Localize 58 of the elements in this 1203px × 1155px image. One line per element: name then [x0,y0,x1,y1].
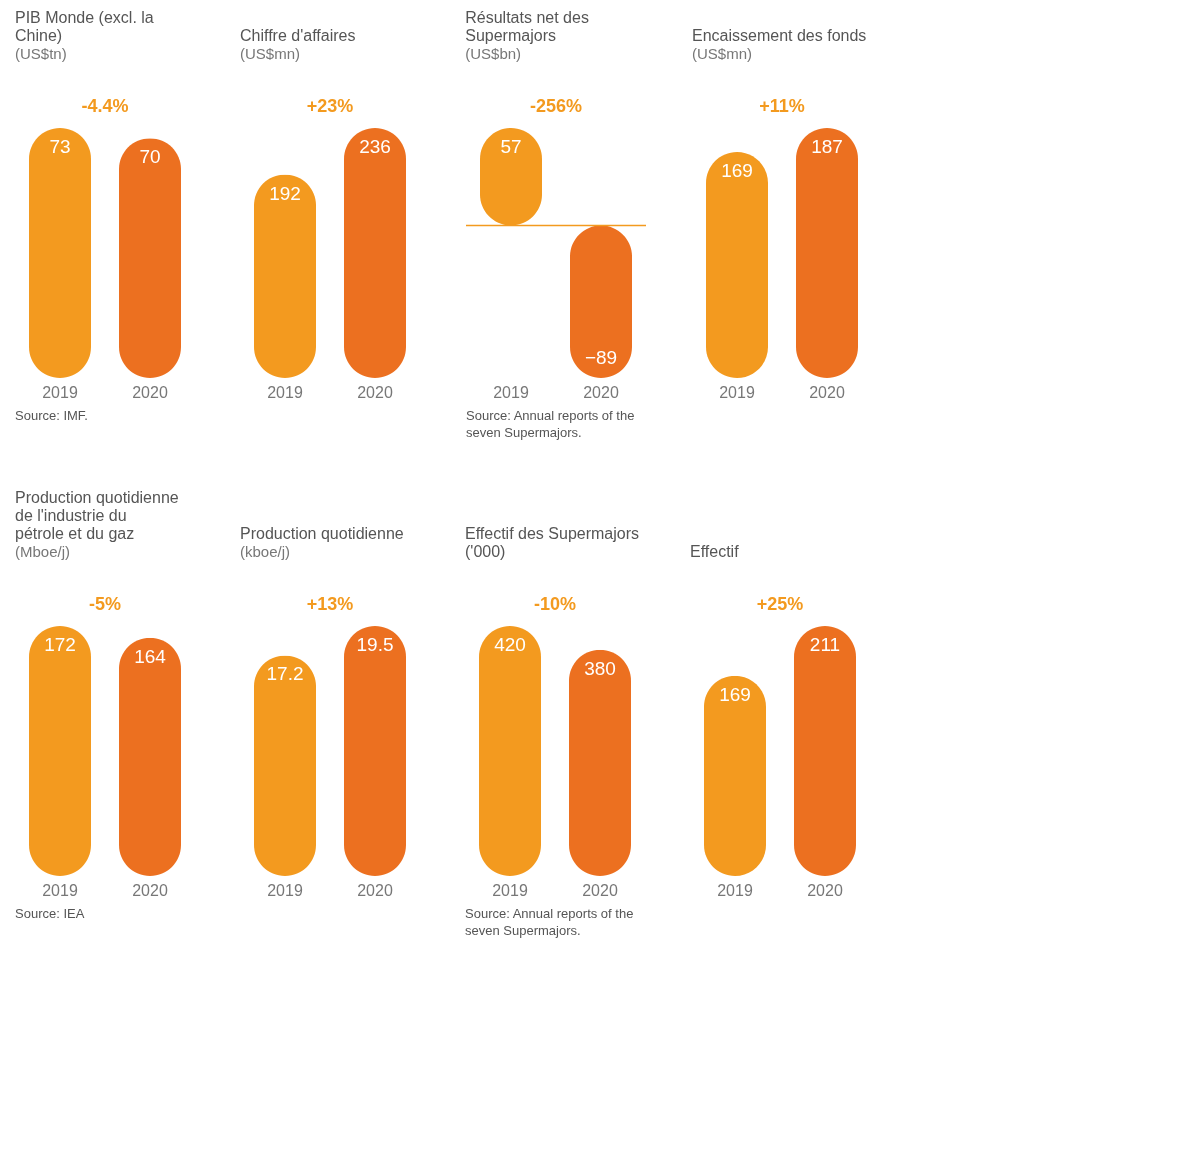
x-tick-label: 2019 [719,383,755,401]
data-label: 73 [49,136,71,157]
chart-subtitle: (US$mn) [692,45,753,62]
chart-subtitle: (US$bn) [465,45,522,62]
data-label: 70 [139,146,161,168]
x-tick-label: 2019 [42,383,78,401]
chart-title: Encaissement des fonds [692,27,867,44]
data-label: 172 [44,634,76,655]
data-label: 236 [359,136,391,157]
data-label: 420 [494,634,526,655]
source-note: Source: IMF. [15,408,88,423]
data-label: −89 [584,347,618,368]
data-label: 164 [134,645,167,667]
text: +11% [759,96,805,116]
x-tick-label: 2019 [42,881,78,899]
x-tick-label: 2019 [267,383,303,401]
text: +25% [756,594,804,614]
chart-subtitle: (US$mn) [240,45,301,62]
text: -5% [88,594,122,614]
x-tick-label: 2020 [132,383,168,401]
x-tick-label: 2019 [717,881,753,899]
data-label: 169 [721,160,753,182]
x-tick-label: 2019 [493,383,529,401]
chart-title: Production quotidienne de l'industrie du pétrole et du gaz [15,489,179,542]
data-label: 380 [584,657,616,679]
chart-title: Production quotidienne [240,525,404,542]
data-label: 211 [809,634,841,655]
text: +13% [306,594,354,614]
chart-title: Effectif [690,543,740,560]
chart-title: Résultats net des Supermajors [465,9,589,44]
chart-subtitle: (US$tn) [15,45,67,62]
chart-subtitle: (Mboe/j) [15,543,71,560]
data-label: 19.5 [356,634,394,655]
text: -256% [529,96,583,116]
chart-subtitle: (kboe/j) [240,543,291,560]
chart-title: PIB Monde (excl. la Chine) [15,9,154,44]
x-tick-label: 2019 [492,881,528,899]
x-tick-label: 2020 [582,881,618,899]
source-note: Source: IEA [15,906,85,921]
x-tick-label: 2020 [357,881,393,899]
x-tick-label: 2020 [807,881,843,899]
text: -10% [533,594,577,614]
x-tick-label: 2020 [132,881,168,899]
data-label: 192 [269,182,301,204]
text: +23% [306,96,354,116]
data-label: 57 [500,136,522,157]
data-label: 187 [811,136,843,157]
data-label: 169 [719,683,751,705]
x-tick-label: 2020 [809,383,845,401]
x-tick-label: 2020 [583,383,619,401]
source-note: Source: Annual reports of the seven Supermajors. [466,408,635,440]
chart-title: Chiffre d'affaires [240,27,356,44]
x-tick-label: 2020 [357,383,393,401]
chart-title: Effectif des Supermajors ('000) [465,525,640,560]
source-note: Source: Annual reports of the seven Supermajors. [465,906,634,938]
text: -4.4% [81,96,129,116]
data-label: 17.2 [266,663,304,685]
x-tick-label: 2019 [267,881,303,899]
